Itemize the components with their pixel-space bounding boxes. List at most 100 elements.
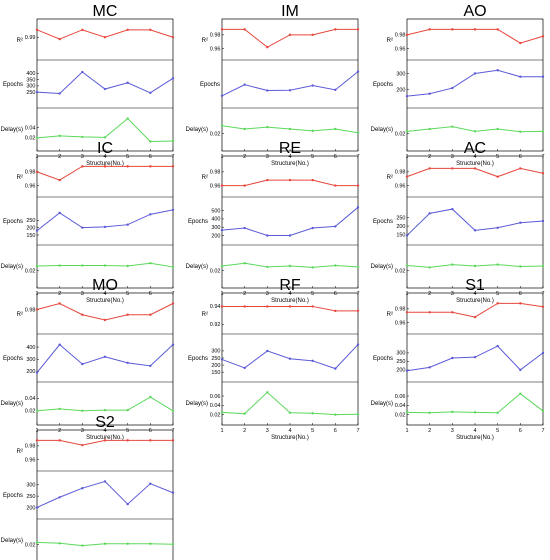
- data-point: [149, 364, 152, 368]
- y-tick-label: 300: [26, 483, 35, 489]
- y-tick-label: 0.02: [395, 268, 406, 274]
- y-tick-label: 0.98: [395, 33, 406, 39]
- x-tick-label: 3: [451, 428, 454, 434]
- data-point: [126, 117, 129, 120]
- data-point: [103, 480, 107, 483]
- data-point: [541, 172, 545, 175]
- y-axis-label: Epochs: [373, 356, 393, 362]
- data-point: [171, 343, 175, 346]
- data-point: [311, 33, 314, 37]
- data-point: [35, 541, 39, 544]
- data-point: [126, 542, 129, 545]
- data-point: [58, 264, 61, 267]
- y-axis-label: Delay(s): [186, 127, 208, 133]
- data-point: [266, 89, 269, 92]
- x-tick-label: 6: [519, 154, 522, 160]
- x-tick-label: 3: [266, 291, 269, 297]
- y-tick-label: 0.96: [25, 457, 36, 463]
- data-point: [58, 343, 61, 346]
- x-tick-label: 5: [126, 154, 129, 160]
- data-point: [220, 228, 224, 232]
- x-tick-label: 3: [451, 154, 454, 160]
- data-point: [103, 439, 107, 442]
- data-point: [451, 28, 454, 31]
- data-point: [428, 127, 431, 131]
- data-point: [473, 229, 477, 232]
- x-tick-label: 2: [58, 154, 61, 160]
- data-point: [149, 313, 152, 316]
- y-tick-label: 0.99: [25, 35, 36, 41]
- data-point: [473, 411, 477, 414]
- panel-re: RE R²0.96 0.98 Epochs 200 300 400 500 Delay(s)0.…: [186, 140, 360, 304]
- data-point: [58, 407, 61, 411]
- data-point: [334, 309, 337, 313]
- y-tick-label: 0.02: [25, 542, 36, 548]
- series-line-0: [36, 302, 174, 321]
- y-tick-label: 250: [26, 218, 35, 224]
- data-point: [311, 412, 314, 415]
- data-point: [220, 94, 224, 97]
- data-point: [81, 70, 84, 74]
- x-tick-label: 7: [541, 428, 544, 434]
- y-tick-label: 0.02: [25, 409, 36, 415]
- y-tick-label: 300: [26, 357, 35, 363]
- data-point: [519, 221, 522, 224]
- data-point: [103, 136, 107, 139]
- data-point: [334, 413, 337, 416]
- data-point: [311, 305, 314, 308]
- panel-ic: ICR²0.960.98Epochs150200250Delay(s)0.021…: [1, 140, 175, 304]
- data-point: [149, 28, 152, 32]
- x-tick-label: 5: [311, 291, 314, 297]
- data-point: [405, 311, 409, 314]
- data-point: [171, 543, 175, 546]
- x-tick-label: 6: [149, 428, 152, 434]
- y-tick-label: 0.96: [395, 46, 406, 52]
- data-point: [496, 28, 499, 31]
- data-point: [243, 305, 246, 308]
- data-point: [496, 263, 499, 266]
- data-point: [171, 265, 175, 269]
- data-point: [473, 28, 477, 31]
- data-point: [266, 265, 269, 269]
- data-point: [126, 28, 129, 32]
- data-point: [103, 355, 107, 358]
- data-point: [126, 313, 129, 316]
- data-point: [405, 33, 409, 37]
- y-tick-label: 400: [26, 71, 35, 77]
- y-axis-label: R²: [387, 312, 393, 318]
- x-tick-label: 4: [473, 291, 476, 297]
- x-axis-label: Structure(No.): [271, 435, 309, 441]
- data-point: [81, 487, 84, 490]
- data-point: [405, 94, 409, 98]
- x-tick-label: 3: [81, 154, 84, 160]
- data-point: [243, 184, 246, 187]
- panel-title: MC: [93, 3, 118, 20]
- data-point: [149, 213, 152, 216]
- data-point: [541, 219, 545, 223]
- data-point: [126, 165, 129, 168]
- data-point: [58, 37, 61, 41]
- data-point: [405, 130, 409, 133]
- panel-title: MO: [92, 277, 118, 294]
- y-tick-label: 200: [396, 87, 405, 93]
- x-axis-label: Structure(No.): [456, 161, 494, 167]
- plot-frame: [36, 292, 174, 426]
- y-tick-label: 300: [396, 351, 405, 357]
- data-point: [220, 358, 224, 361]
- data-point: [171, 165, 175, 168]
- panel-title: S1: [465, 277, 485, 294]
- x-tick-label: 5: [311, 428, 314, 434]
- x-tick-label: 7: [356, 428, 359, 434]
- data-point: [266, 178, 269, 182]
- data-point: [519, 265, 522, 268]
- data-point: [103, 165, 107, 168]
- data-point: [405, 264, 409, 267]
- data-point: [519, 392, 522, 395]
- data-point: [541, 130, 545, 133]
- x-tick-label: 1: [405, 428, 408, 434]
- data-point: [58, 302, 61, 305]
- y-tick-label: 0.02: [25, 268, 36, 274]
- data-point: [519, 167, 522, 170]
- data-point: [266, 46, 269, 49]
- series-line-1: [36, 343, 174, 373]
